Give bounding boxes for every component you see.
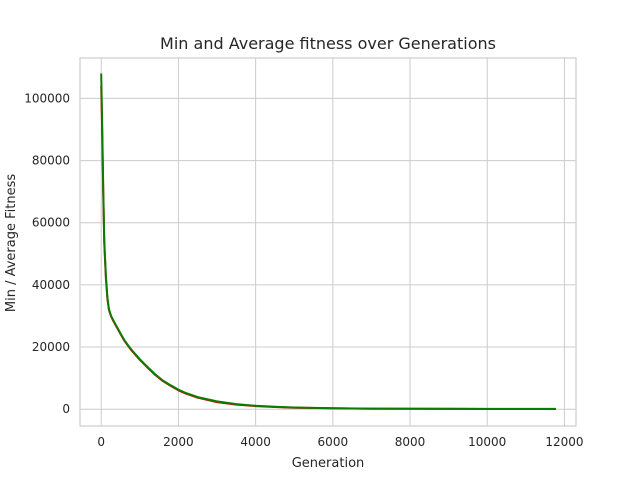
x-tick-label: 2000 (163, 435, 194, 449)
y-tick-label: 20000 (32, 340, 70, 354)
y-tick-label: 80000 (32, 154, 70, 168)
y-tick-label: 60000 (32, 216, 70, 230)
y-axis-label: Min / Average Fitness (4, 174, 19, 312)
series-layer (100, 73, 556, 410)
y-tick-label: 100000 (24, 91, 70, 105)
x-tick-labels: 0 2000 4000 6000 8000 10000 12000 (97, 435, 583, 449)
y-tick-label: 40000 (32, 278, 70, 292)
x-tick-label: 0 (97, 435, 105, 449)
x-tick-label: 8000 (395, 435, 426, 449)
x-tick-label: 6000 (318, 435, 349, 449)
x-axis-label: Generation (292, 456, 365, 471)
average-fitness-line (100, 73, 556, 410)
y-tick-label: 0 (62, 402, 70, 416)
y-tick-labels: 0 20000 40000 60000 80000 100000 (24, 91, 70, 416)
x-tick-label: 12000 (545, 435, 583, 449)
plot-frame (79, 57, 577, 427)
grid-lines (80, 58, 576, 426)
x-tick-label: 10000 (468, 435, 506, 449)
chart-title: Min and Average fitness over Generations (160, 34, 496, 53)
x-tick-label: 4000 (240, 435, 271, 449)
